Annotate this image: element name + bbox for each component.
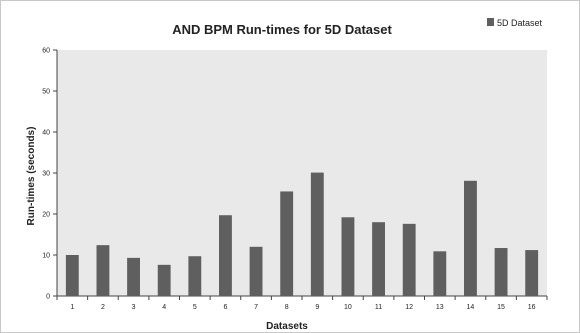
bar bbox=[65, 255, 79, 296]
x-tick-label: 1 bbox=[70, 304, 74, 311]
x-tick-label: 2 bbox=[101, 304, 105, 311]
bar bbox=[433, 251, 447, 296]
bar-series bbox=[65, 172, 539, 296]
x-tick-label: 15 bbox=[497, 304, 505, 311]
x-tick-label: 13 bbox=[436, 304, 444, 311]
y-tick-label: 20 bbox=[42, 212, 50, 219]
y-tick-label: 50 bbox=[42, 89, 50, 96]
y-tick-label: 10 bbox=[42, 253, 50, 260]
x-axis-title: Datasets bbox=[266, 321, 308, 332]
bar bbox=[464, 180, 477, 296]
y-axis: 0 10 20 30 40 50 60 bbox=[42, 48, 58, 301]
bar bbox=[96, 245, 110, 296]
x-tick-label: 5 bbox=[193, 304, 197, 311]
bar bbox=[188, 256, 202, 296]
x-tick-label: 11 bbox=[375, 304, 382, 311]
y-tick-label: 30 bbox=[42, 171, 50, 178]
bar bbox=[127, 257, 140, 296]
x-tick-label: 8 bbox=[285, 304, 289, 311]
chart-title: AND BPM Run-times for 5D Dataset bbox=[172, 22, 392, 37]
x-tick-label: 14 bbox=[467, 304, 475, 311]
bar bbox=[494, 248, 508, 296]
y-tick-label: 60 bbox=[42, 48, 50, 55]
x-tick-label: 3 bbox=[132, 304, 136, 311]
bar bbox=[341, 217, 355, 296]
bar bbox=[310, 172, 324, 296]
legend: 5D Dataset bbox=[487, 18, 543, 28]
bar bbox=[157, 264, 171, 296]
legend-swatch bbox=[487, 18, 494, 26]
bar bbox=[372, 222, 385, 296]
x-tick-label: 12 bbox=[405, 304, 413, 311]
x-tick-label: 7 bbox=[254, 304, 258, 311]
x-tick-label: 10 bbox=[344, 304, 352, 311]
x-tick-label: 6 bbox=[223, 304, 227, 311]
y-tick-label: 0 bbox=[46, 294, 50, 301]
x-tick-label: 16 bbox=[528, 304, 536, 311]
bar bbox=[280, 191, 294, 296]
bar bbox=[402, 223, 416, 296]
legend-label: 5D Dataset bbox=[497, 18, 543, 28]
x-tick-label: 9 bbox=[315, 304, 319, 311]
bar bbox=[249, 246, 263, 296]
y-tick-label: 40 bbox=[42, 130, 50, 137]
bar bbox=[525, 250, 539, 296]
x-tick-label: 4 bbox=[162, 304, 166, 311]
x-axis: 1 2 3 4 5 6 7 8 9 10 11 12 13 14 15 16 bbox=[56, 295, 548, 311]
bar bbox=[219, 215, 232, 296]
y-axis-title: Run-times (seconds) bbox=[26, 127, 37, 226]
